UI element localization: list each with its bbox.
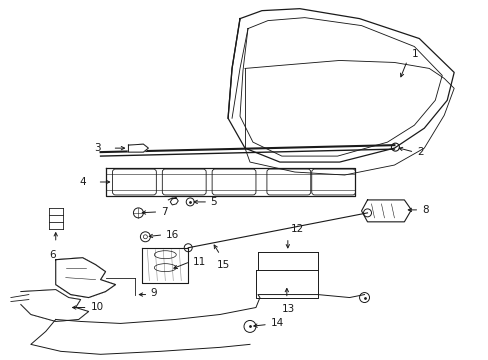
Polygon shape: [128, 144, 148, 152]
Text: 16: 16: [166, 230, 179, 240]
FancyBboxPatch shape: [112, 169, 156, 195]
Polygon shape: [21, 289, 88, 321]
FancyBboxPatch shape: [162, 169, 206, 195]
FancyBboxPatch shape: [266, 169, 310, 195]
Text: 8: 8: [422, 205, 428, 215]
Text: 11: 11: [193, 257, 206, 267]
Ellipse shape: [154, 251, 176, 259]
FancyBboxPatch shape: [212, 169, 255, 195]
Text: 10: 10: [90, 302, 103, 311]
Polygon shape: [56, 258, 115, 298]
Text: 7: 7: [161, 207, 167, 217]
Text: 1: 1: [410, 49, 417, 59]
Text: 4: 4: [79, 177, 85, 187]
Text: 9: 9: [150, 288, 157, 298]
Text: 2: 2: [416, 147, 423, 157]
Text: 15: 15: [216, 260, 229, 270]
Text: 5: 5: [210, 197, 216, 207]
Text: 14: 14: [270, 319, 284, 328]
FancyBboxPatch shape: [311, 169, 355, 195]
Text: 12: 12: [290, 224, 304, 234]
Text: 13: 13: [281, 303, 294, 314]
Text: 3: 3: [94, 143, 101, 153]
Ellipse shape: [154, 264, 176, 272]
Text: 6: 6: [49, 250, 56, 260]
